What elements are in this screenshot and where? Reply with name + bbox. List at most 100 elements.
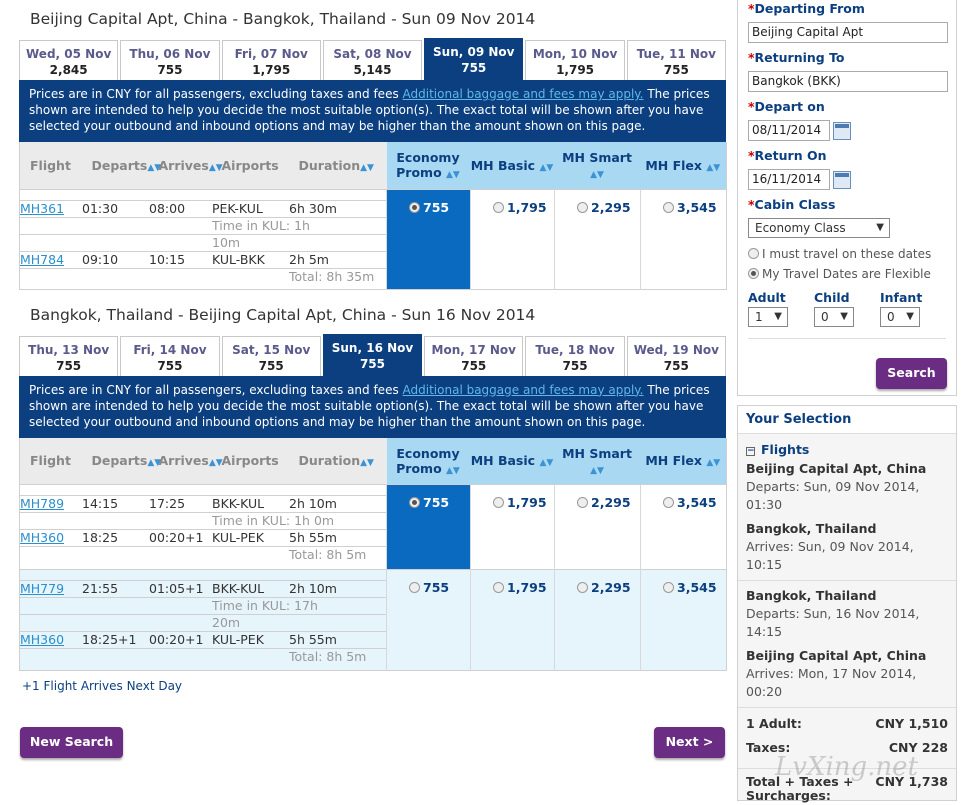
transit-time: Time in KUL: 1h 0m <box>212 512 387 530</box>
radio-icon[interactable] <box>663 497 674 508</box>
tab-date[interactable]: Tue, 11 Nov 755 <box>626 40 726 80</box>
flight-number-link[interactable]: MH360 <box>20 632 65 647</box>
col-departs[interactable]: Departs▲▼ <box>81 142 161 189</box>
flexible-dates-option[interactable]: My Travel Dates are Flexible <box>748 264 946 284</box>
outbound-flight-table: Flight Departs▲▼ Arrives▲▼ Airports Dura… <box>19 142 727 290</box>
tab-date[interactable]: Fri, 07 Nov 1,795 <box>221 40 321 80</box>
tab-price: 755 <box>56 358 82 373</box>
col-mh-smart[interactable]: MH Smart ▲▼ <box>554 142 641 189</box>
price-notice: Prices are in CNY for all passengers, ex… <box>19 80 726 142</box>
returning-to-input[interactable]: Bangkok (BKK) <box>748 71 948 92</box>
search-button[interactable]: Search <box>876 358 947 389</box>
tab-date-selected[interactable]: Sun, 09 Nov 755 <box>424 38 524 80</box>
tab-date[interactable]: Thu, 13 Nov 755 <box>19 335 119 376</box>
outbound-destination: Bangkok, Thailand <box>746 521 877 536</box>
col-mh-basic[interactable]: MH Basic ▲▼ <box>470 142 555 189</box>
depart-time: 09:10 <box>82 250 149 268</box>
tab-date[interactable]: Sat, 08 Nov 5,145 <box>322 40 423 80</box>
radio-icon[interactable] <box>577 201 588 213</box>
radio-icon[interactable] <box>748 248 759 259</box>
calendar-icon[interactable] <box>833 170 851 189</box>
flight-number-link[interactable]: MH789 <box>20 496 65 511</box>
col-mh-smart[interactable]: MH Smart ▲▼ <box>554 437 641 485</box>
col-mh-flex[interactable]: MH Flex ▲▼ <box>640 142 727 189</box>
fare-mh-flex[interactable]: 3,545 <box>640 484 727 570</box>
airports: BKK-KUL <box>212 495 289 513</box>
tab-price: 755 <box>461 358 487 373</box>
radio-icon[interactable] <box>409 582 420 593</box>
col-mh-basic[interactable]: MH Basic ▲▼ <box>470 437 555 485</box>
return-date-input[interactable]: 16/11/2014 <box>748 169 830 190</box>
col-mh-flex[interactable]: MH Flex ▲▼ <box>640 437 727 485</box>
depart-date-input[interactable]: 08/11/2014 <box>748 120 830 141</box>
inbound-title: Bangkok, Thailand - Beijing Capital Apt,… <box>30 305 536 324</box>
departing-from-input[interactable]: Beijing Capital Apt <box>748 22 948 43</box>
fare-economy-promo[interactable]: 755 <box>386 484 471 570</box>
radio-icon[interactable] <box>493 201 504 213</box>
search-sidebar: *Departing From Beijing Capital Apt *Ret… <box>737 0 957 803</box>
radio-icon[interactable] <box>493 497 504 508</box>
radio-icon[interactable] <box>493 582 504 593</box>
child-select[interactable]: 0 ▼ <box>814 307 854 327</box>
tab-date[interactable]: Mon, 10 Nov 1,795 <box>525 40 625 80</box>
tab-date-selected[interactable]: Sun, 16 Nov 755 <box>322 333 423 376</box>
fare-mh-flex[interactable]: 3,545 <box>640 188 727 289</box>
col-economy-promo[interactable]: Economy Promo ▲▼ <box>386 437 471 485</box>
table-header: Flight Departs▲▼ Arrives▲▼ Airports Dura… <box>19 437 727 485</box>
flight-number-link[interactable]: MH784 <box>20 251 65 267</box>
infant-select[interactable]: 0 ▼ <box>880 307 920 327</box>
fare-mh-flex[interactable]: 3,545 <box>640 569 727 671</box>
fare-mh-smart[interactable]: 2,295 <box>554 188 641 289</box>
col-departs[interactable]: Departs▲▼ <box>81 437 161 485</box>
col-duration[interactable]: Duration▲▼ <box>288 142 387 189</box>
tab-date[interactable]: Wed, 19 Nov 755 <box>626 335 726 376</box>
col-economy-promo[interactable]: Economy Promo ▲▼ <box>386 142 471 189</box>
fare-mh-basic[interactable]: 1,795 <box>470 569 555 671</box>
fare-economy-promo[interactable]: 755 <box>386 569 471 671</box>
duration: 2h 10m <box>289 495 387 513</box>
radio-icon[interactable] <box>577 582 588 593</box>
baggage-fees-link[interactable]: Additional baggage and fees may apply. <box>402 382 644 397</box>
fixed-dates-option[interactable]: I must travel on these dates <box>748 244 946 264</box>
fare-mh-smart[interactable]: 2,295 <box>554 569 641 671</box>
total-duration: Total: 8h 5m <box>289 546 387 563</box>
tab-date[interactable]: Mon, 17 Nov 755 <box>424 335 524 376</box>
flight-number-link[interactable]: MH360 <box>20 530 65 545</box>
col-arrives[interactable]: Arrives▲▼ <box>148 437 223 485</box>
radio-icon[interactable] <box>577 497 588 508</box>
radio-icon[interactable] <box>663 201 674 213</box>
flight-number-link[interactable]: MH361 <box>20 200 65 216</box>
fare-mh-basic[interactable]: 1,795 <box>470 188 555 289</box>
flights-toggle[interactable]: − Flights <box>746 442 810 457</box>
search-form: *Departing From Beijing Capital Apt *Ret… <box>737 0 957 396</box>
tab-date[interactable]: Sat, 15 Nov 755 <box>221 335 321 376</box>
adult-select[interactable]: 1 ▼ <box>748 307 788 327</box>
calendar-icon[interactable] <box>833 121 851 140</box>
tab-date[interactable]: Wed, 05 Nov 2,845 <box>19 40 119 80</box>
fare-economy-promo[interactable]: 755 <box>386 188 471 289</box>
col-duration[interactable]: Duration▲▼ <box>288 437 387 485</box>
arrive-time: 00:20+1 <box>149 631 212 649</box>
inbound-departs: Departs: Sun, 16 Nov 2014, 14:15 <box>746 606 920 639</box>
next-button[interactable]: Next > <box>654 727 725 758</box>
baggage-fees-link[interactable]: Additional baggage and fees may apply. <box>402 87 644 101</box>
tab-date[interactable]: Tue, 18 Nov 755 <box>525 335 625 376</box>
tab-date[interactable]: Thu, 06 Nov 755 <box>120 40 220 80</box>
collapse-icon[interactable]: − <box>746 446 755 456</box>
radio-selected-icon[interactable] <box>748 268 759 279</box>
fare-price: 3,545 <box>677 580 717 595</box>
tab-date[interactable]: Fri, 14 Nov 755 <box>120 335 220 376</box>
radio-selected-icon[interactable] <box>409 497 420 508</box>
col-arrives[interactable]: Arrives▲▼ <box>148 142 223 189</box>
flights-section: − Flights Beijing Capital Apt, China Depa… <box>738 434 956 574</box>
new-search-button[interactable]: New Search <box>20 727 123 758</box>
fare-mh-basic[interactable]: 1,795 <box>470 484 555 570</box>
cabin-class-select[interactable]: Economy Class ▼ <box>748 218 890 238</box>
sort-icon: ▲▼ <box>706 458 721 469</box>
flight-number-link[interactable]: MH779 <box>20 581 65 596</box>
radio-icon[interactable] <box>663 582 674 593</box>
fare-mh-smart[interactable]: 2,295 <box>554 484 641 570</box>
tab-date-label: Wed, 05 Nov <box>26 47 112 61</box>
tab-price: 755 <box>157 63 183 77</box>
radio-selected-icon[interactable] <box>409 201 420 213</box>
